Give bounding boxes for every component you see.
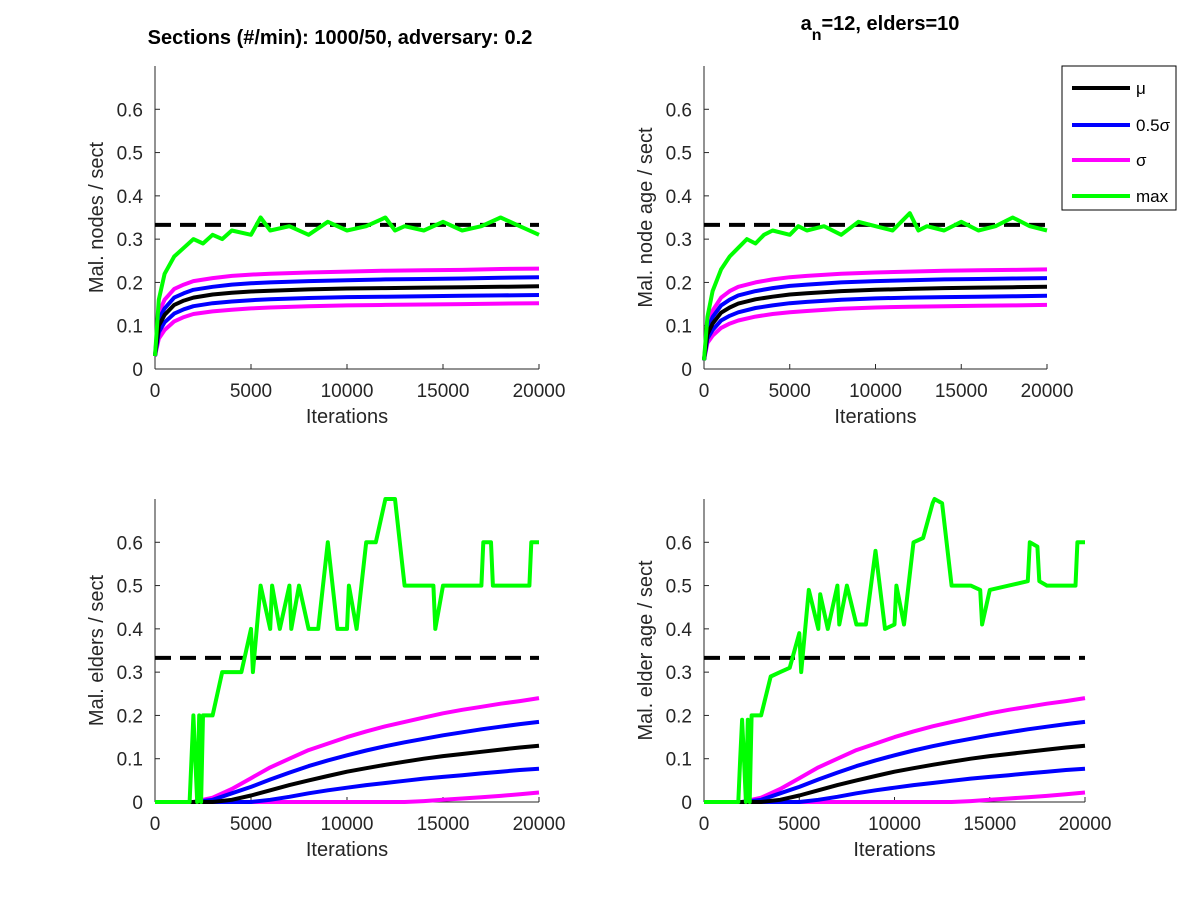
series-sigma-upper — [702, 267, 1048, 361]
title-right-sub: n — [812, 27, 822, 44]
x-tick-label: 5000 — [230, 814, 272, 835]
x-tick-label: 20000 — [513, 381, 566, 402]
x-tick-label: 15000 — [963, 814, 1016, 835]
series-sigma-upper — [155, 696, 540, 804]
series-sigma-lower — [155, 790, 540, 804]
x-tick-label: 0 — [150, 381, 161, 402]
x-tick-label: 0 — [699, 381, 710, 402]
title-right: an=12, elders=10 — [801, 13, 960, 44]
y-tick-label: 0 — [681, 793, 692, 814]
series-half-sigma-upper — [155, 719, 540, 804]
y-tick-label: 0.4 — [117, 620, 144, 641]
x-tick-label: 15000 — [935, 381, 988, 402]
y-tick-label: 0.1 — [117, 750, 143, 771]
y-tick-label: 0.1 — [666, 750, 692, 771]
x-tick-label: 15000 — [417, 381, 470, 402]
legend-label-max: max — [1136, 187, 1169, 206]
subplot-top-left: 0 0.1 0.2 0.3 0.4 0.5 0.6 0 5000 10000 15000 20000 I… — [86, 66, 565, 428]
series-max — [704, 497, 1085, 804]
y-tick-label: 0.4 — [117, 187, 144, 208]
title-left: Sections (#/min): 1000/50, adversary: 0.… — [148, 27, 533, 49]
legend: μ 0.5σ σ max — [1061, 65, 1177, 211]
subplot-bottom-left: 0 0.1 0.2 0.3 0.4 0.5 0.6 0 5000 10000 15000 20000 I… — [86, 497, 566, 861]
y-tick-label: 0.2 — [117, 706, 143, 727]
x-tick-label: 5000 — [230, 381, 272, 402]
x-tick-label: 0 — [699, 814, 710, 835]
y-tick-label: 0.2 — [666, 706, 692, 727]
series-sigma-lower — [704, 790, 1086, 804]
x-tick-label: 10000 — [849, 381, 902, 402]
x-axis-label: Iterations — [306, 406, 388, 428]
y-tick-label: 0 — [132, 360, 143, 381]
y-tick-label: 0.6 — [666, 100, 692, 121]
title-right-base: a — [801, 13, 813, 35]
legend-label-half-sigma: 0.5σ — [1136, 116, 1171, 135]
y-tick-label: 0 — [132, 793, 143, 814]
x-tick-label: 20000 — [1021, 381, 1074, 402]
x-axis-label: Iterations — [853, 839, 935, 861]
series-half-sigma-upper — [704, 719, 1086, 804]
subplot-top-right: 0 0.1 0.2 0.3 0.4 0.5 0.6 0 5000 10000 15000 20000 I… — [635, 66, 1073, 428]
series-mu — [153, 284, 540, 357]
series-half-sigma-lower — [704, 766, 1086, 804]
series-max — [153, 215, 540, 357]
y-axis-label: Mal. node age / sect — [635, 127, 657, 308]
subplot-bottom-right: 0 0.1 0.2 0.3 0.4 0.5 0.6 0 5000 10000 15000 20000 I… — [635, 497, 1112, 861]
x-axis-label: Iterations — [834, 406, 916, 428]
y-tick-label: 0.5 — [666, 577, 692, 598]
y-tick-label: 0.5 — [117, 577, 143, 598]
x-axis-label: Iterations — [306, 839, 388, 861]
y-axis-label: Mal. elder age / sect — [635, 560, 657, 741]
y-tick-label: 0.6 — [117, 100, 143, 121]
y-axis-label: Mal. elders / sect — [86, 574, 108, 726]
x-tick-label: 5000 — [778, 814, 820, 835]
y-tick-label: 0.2 — [666, 273, 692, 294]
legend-label-sigma: σ — [1136, 151, 1147, 170]
x-tick-label: 10000 — [321, 814, 374, 835]
y-tick-label: 0.6 — [117, 533, 143, 554]
series-mu — [702, 284, 1048, 361]
series-max — [155, 497, 539, 804]
series-half-sigma-lower — [153, 293, 540, 357]
y-tick-label: 0.3 — [117, 230, 143, 251]
series-half-sigma-lower — [702, 293, 1048, 361]
x-tick-label: 10000 — [321, 381, 374, 402]
y-tick-label: 0.3 — [117, 663, 143, 684]
y-tick-label: 0.1 — [117, 317, 143, 338]
series-half-sigma-upper — [702, 276, 1048, 361]
y-tick-label: 0.1 — [666, 317, 692, 338]
series-half-sigma-upper — [153, 275, 540, 357]
series-sigma-upper — [704, 696, 1086, 804]
x-tick-label: 0 — [150, 814, 161, 835]
y-axis-label: Mal. nodes / sect — [86, 141, 108, 293]
series-mu — [704, 743, 1086, 804]
y-tick-label: 0 — [681, 360, 692, 381]
y-tick-label: 0.6 — [666, 533, 692, 554]
series-max — [702, 211, 1048, 361]
x-tick-label: 5000 — [769, 381, 811, 402]
y-tick-label: 0.4 — [666, 620, 693, 641]
series-mu — [155, 743, 540, 804]
x-tick-label: 20000 — [1059, 814, 1112, 835]
legend-label-mu: μ — [1136, 79, 1146, 98]
y-tick-label: 0.3 — [666, 230, 692, 251]
series-sigma-upper — [153, 266, 540, 357]
x-tick-label: 20000 — [513, 814, 566, 835]
title-right-rest: =12, elders=10 — [822, 13, 960, 35]
subplots: 0 0.1 0.2 0.3 0.4 0.5 0.6 0 5000 10000 15000 20000 I… — [86, 66, 1111, 861]
series-sigma-lower — [153, 301, 540, 357]
y-tick-label: 0.3 — [666, 663, 692, 684]
series-half-sigma-lower — [155, 766, 540, 804]
y-tick-label: 0.2 — [117, 273, 143, 294]
series-sigma-lower — [702, 302, 1048, 361]
y-tick-label: 0.5 — [117, 144, 143, 165]
y-tick-label: 0.4 — [666, 187, 693, 208]
x-tick-label: 10000 — [868, 814, 921, 835]
x-tick-label: 15000 — [417, 814, 470, 835]
y-tick-label: 0.5 — [666, 144, 692, 165]
